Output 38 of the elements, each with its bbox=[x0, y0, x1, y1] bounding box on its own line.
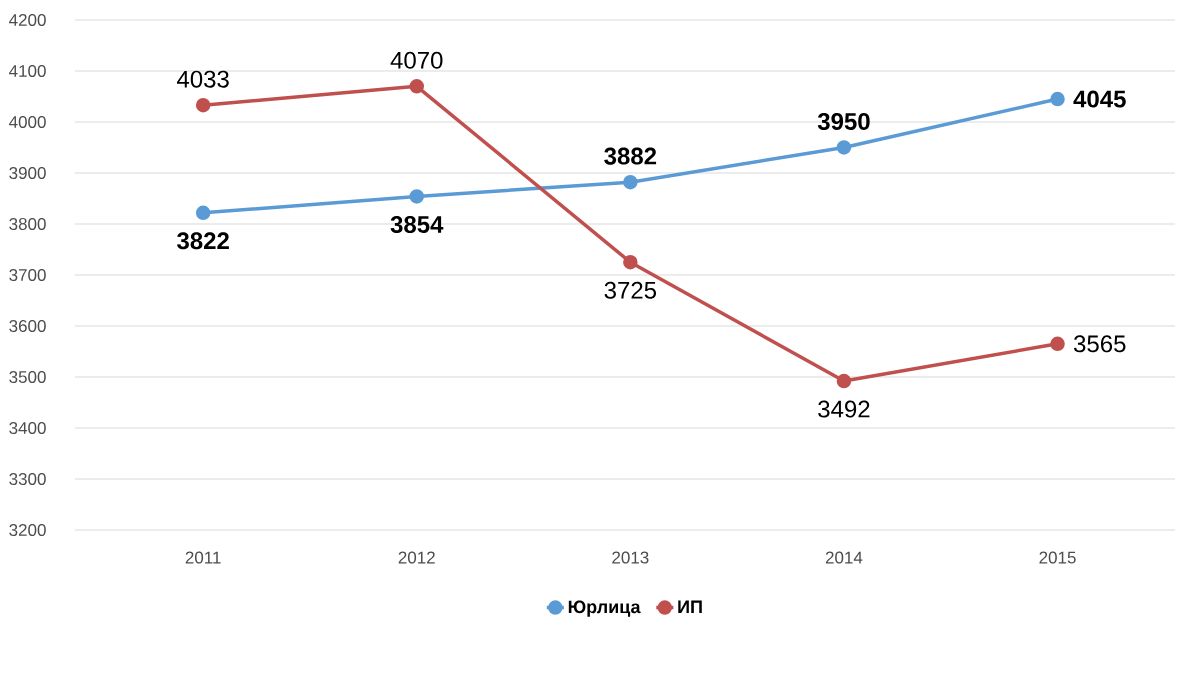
data-label: 3822 bbox=[177, 232, 229, 250]
x-tick-label: 2011 bbox=[185, 551, 221, 564]
point bbox=[195, 97, 211, 113]
data-label: 3492 bbox=[818, 400, 870, 418]
point bbox=[1050, 91, 1065, 107]
point bbox=[623, 255, 638, 270]
point bbox=[195, 205, 211, 221]
data-label: 3565 bbox=[1073, 335, 1126, 353]
y-tick-label: 3700 bbox=[9, 268, 46, 282]
data-label: 3882 bbox=[604, 147, 657, 165]
point bbox=[623, 174, 638, 190]
y-tick-label: 3800 bbox=[9, 217, 46, 231]
point bbox=[409, 79, 425, 94]
data-label: 4070 bbox=[390, 51, 443, 69]
x-tick-label: 2012 bbox=[398, 551, 435, 564]
x-tick-label: 2015 bbox=[1039, 551, 1076, 564]
y-tick-label: 3300 bbox=[9, 472, 46, 486]
point bbox=[836, 140, 852, 155]
legend-label: Юрлица bbox=[568, 600, 641, 617]
data-label: 3854 bbox=[390, 216, 444, 234]
point bbox=[836, 373, 852, 389]
y-tick-label: 3600 bbox=[9, 319, 46, 333]
data-label: 4033 bbox=[177, 70, 229, 88]
x-tick-label: 2013 bbox=[612, 551, 649, 564]
legend-label: ИП bbox=[678, 600, 702, 613]
y-tick-label: 3200 bbox=[9, 523, 46, 537]
y-tick-label: 3500 bbox=[9, 370, 46, 384]
data-label: 3725 bbox=[604, 281, 657, 299]
x-tick-label: 2014 bbox=[825, 551, 863, 564]
y-tick-label: 4100 bbox=[9, 64, 46, 78]
point bbox=[1050, 336, 1065, 352]
y-tick-label: 4000 bbox=[9, 115, 46, 129]
y-tick-label: 4200 bbox=[9, 13, 46, 27]
data-label: 4045 bbox=[1073, 90, 1126, 108]
y-tick-label: 3900 bbox=[9, 166, 46, 180]
y-tick-label: 3400 bbox=[9, 421, 46, 435]
data-label: 3950 bbox=[817, 112, 870, 130]
point bbox=[409, 189, 425, 204]
